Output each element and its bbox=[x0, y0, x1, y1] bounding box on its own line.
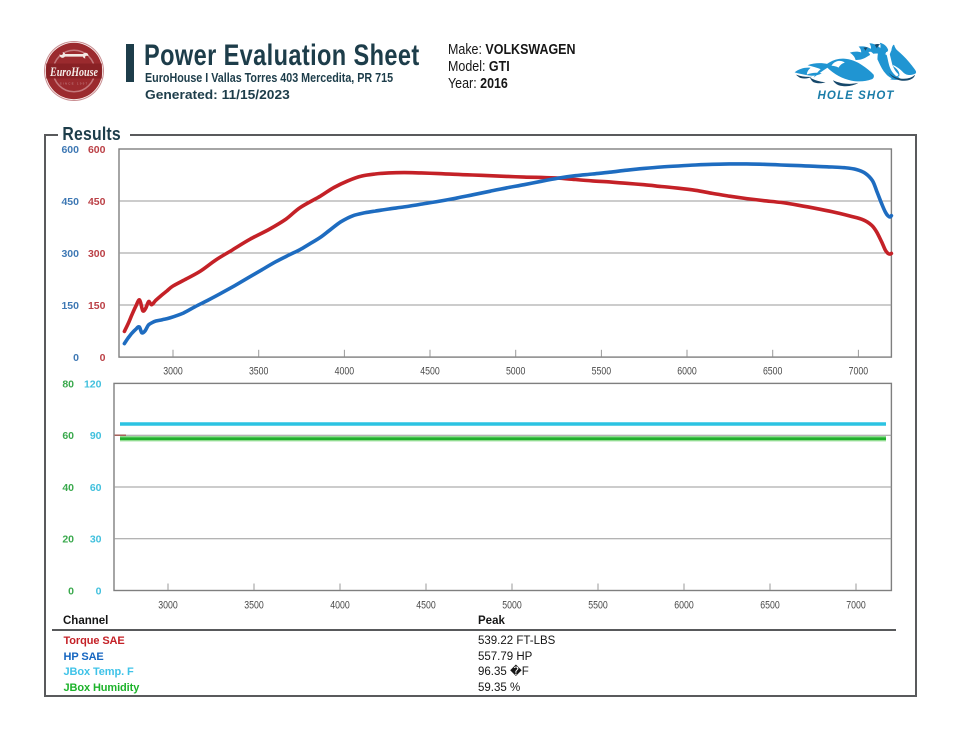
svg-text:60: 60 bbox=[62, 430, 74, 442]
svg-text:450: 450 bbox=[61, 196, 79, 208]
svg-text:80: 80 bbox=[62, 378, 74, 390]
svg-text:300: 300 bbox=[88, 248, 106, 260]
svg-text:7000: 7000 bbox=[849, 366, 869, 378]
svg-text:0: 0 bbox=[96, 585, 102, 597]
svg-text:0: 0 bbox=[100, 352, 106, 364]
svg-text:5500: 5500 bbox=[592, 366, 612, 378]
svg-text:20: 20 bbox=[62, 534, 74, 546]
svg-text:300: 300 bbox=[61, 248, 79, 260]
svg-text:150: 150 bbox=[61, 300, 79, 312]
svg-text:40: 40 bbox=[62, 482, 74, 494]
svg-text:5000: 5000 bbox=[502, 600, 522, 612]
svg-text:7000: 7000 bbox=[846, 600, 866, 612]
svg-text:3000: 3000 bbox=[158, 600, 178, 612]
svg-text:4500: 4500 bbox=[416, 600, 436, 612]
svg-text:4500: 4500 bbox=[420, 366, 440, 378]
svg-text:4000: 4000 bbox=[330, 600, 350, 612]
svg-text:120: 120 bbox=[84, 378, 102, 390]
svg-text:150: 150 bbox=[88, 300, 106, 312]
svg-text:60: 60 bbox=[90, 482, 102, 494]
svg-text:0: 0 bbox=[73, 352, 79, 364]
svg-text:6500: 6500 bbox=[760, 600, 780, 612]
svg-text:5000: 5000 bbox=[506, 366, 526, 378]
svg-text:3500: 3500 bbox=[244, 600, 264, 612]
svg-text:4000: 4000 bbox=[335, 366, 355, 378]
svg-text:450: 450 bbox=[88, 196, 106, 208]
svg-text:3000: 3000 bbox=[163, 366, 183, 378]
svg-text:6500: 6500 bbox=[763, 366, 783, 378]
svg-text:6000: 6000 bbox=[674, 600, 694, 612]
svg-text:30: 30 bbox=[90, 534, 102, 546]
svg-text:600: 600 bbox=[61, 144, 79, 156]
svg-text:600: 600 bbox=[88, 144, 106, 156]
svg-text:0: 0 bbox=[68, 585, 74, 597]
svg-text:6000: 6000 bbox=[677, 366, 697, 378]
svg-text:3500: 3500 bbox=[249, 366, 269, 378]
svg-text:90: 90 bbox=[90, 430, 102, 442]
svg-text:SINCE 1997: SINCE 1997 bbox=[60, 82, 89, 86]
svg-text:5500: 5500 bbox=[588, 600, 608, 612]
svg-text:EuroHouse: EuroHouse bbox=[49, 65, 98, 79]
